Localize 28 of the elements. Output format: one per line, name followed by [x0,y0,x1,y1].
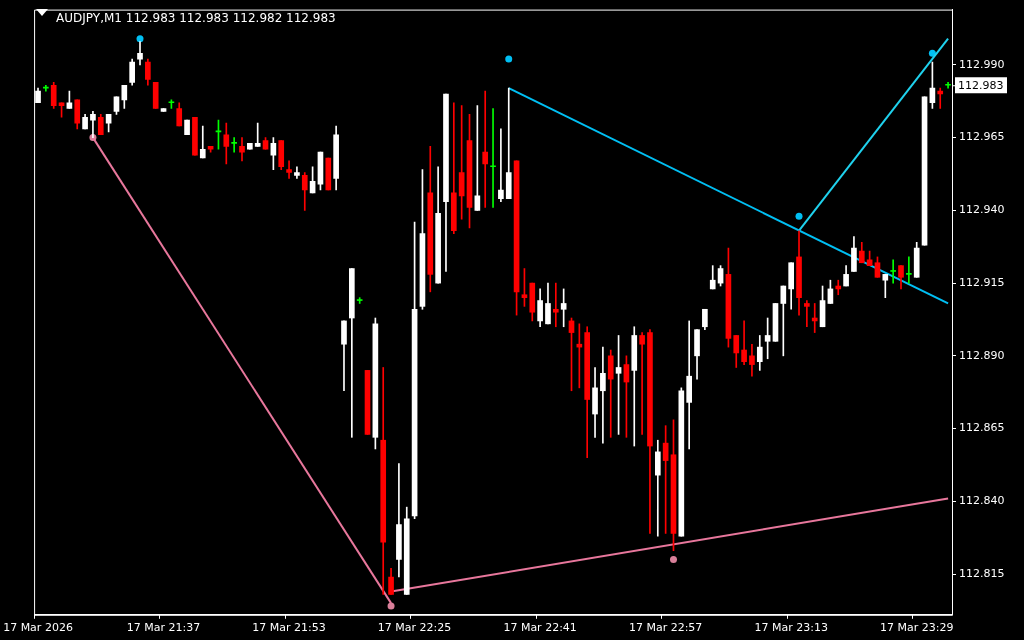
y-tick-label: 112.990 [959,57,1005,71]
x-tick-label: 17 Mar 22:41 [503,621,577,635]
candlestick [325,157,332,191]
y-tick-label: 112.890 [959,348,1005,362]
y-tick-label: 112.815 [959,566,1005,580]
y-tick-label: 112.915 [959,275,1005,289]
candlestick [247,143,253,150]
point [505,55,513,63]
x-tick-label: 17 Mar 22:57 [628,621,703,635]
y-tick-label: 112.865 [959,421,1005,435]
point [795,212,803,220]
x-tick-label: 17 Mar 23:13 [754,621,828,635]
y-tick-label: 112.965 [959,130,1005,144]
y-tick-label: 112.940 [959,203,1005,217]
chart-title: AUDJPY,M1 112.983 112.983 112.982 112.983 [56,10,336,25]
candlestick [152,82,159,109]
candlestick [184,119,190,136]
candlestick [192,116,198,156]
ref-line-label: 112.983 [958,78,1004,92]
x-tick-label: 17 Mar 23:29 [879,621,954,635]
point [387,602,395,610]
x-tick-label: 17 Mar 2026 [3,621,73,635]
x-tick-label: 17 Mar 21:53 [252,621,326,635]
point [669,556,677,564]
x-tick-label: 17 Mar 22:25 [377,621,452,635]
y-tick-label: 112.840 [959,494,1005,508]
point [136,35,144,43]
x-tick-label: 17 Mar 21:37 [126,621,201,635]
